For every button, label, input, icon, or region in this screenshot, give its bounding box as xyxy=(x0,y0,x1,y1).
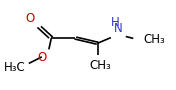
Text: CH₃: CH₃ xyxy=(89,59,111,72)
Text: H₃C: H₃C xyxy=(4,61,25,74)
Text: O: O xyxy=(25,12,34,25)
Text: H: H xyxy=(111,16,120,29)
Text: CH₃: CH₃ xyxy=(143,33,165,46)
Text: N: N xyxy=(114,22,123,35)
Text: O: O xyxy=(37,51,46,64)
